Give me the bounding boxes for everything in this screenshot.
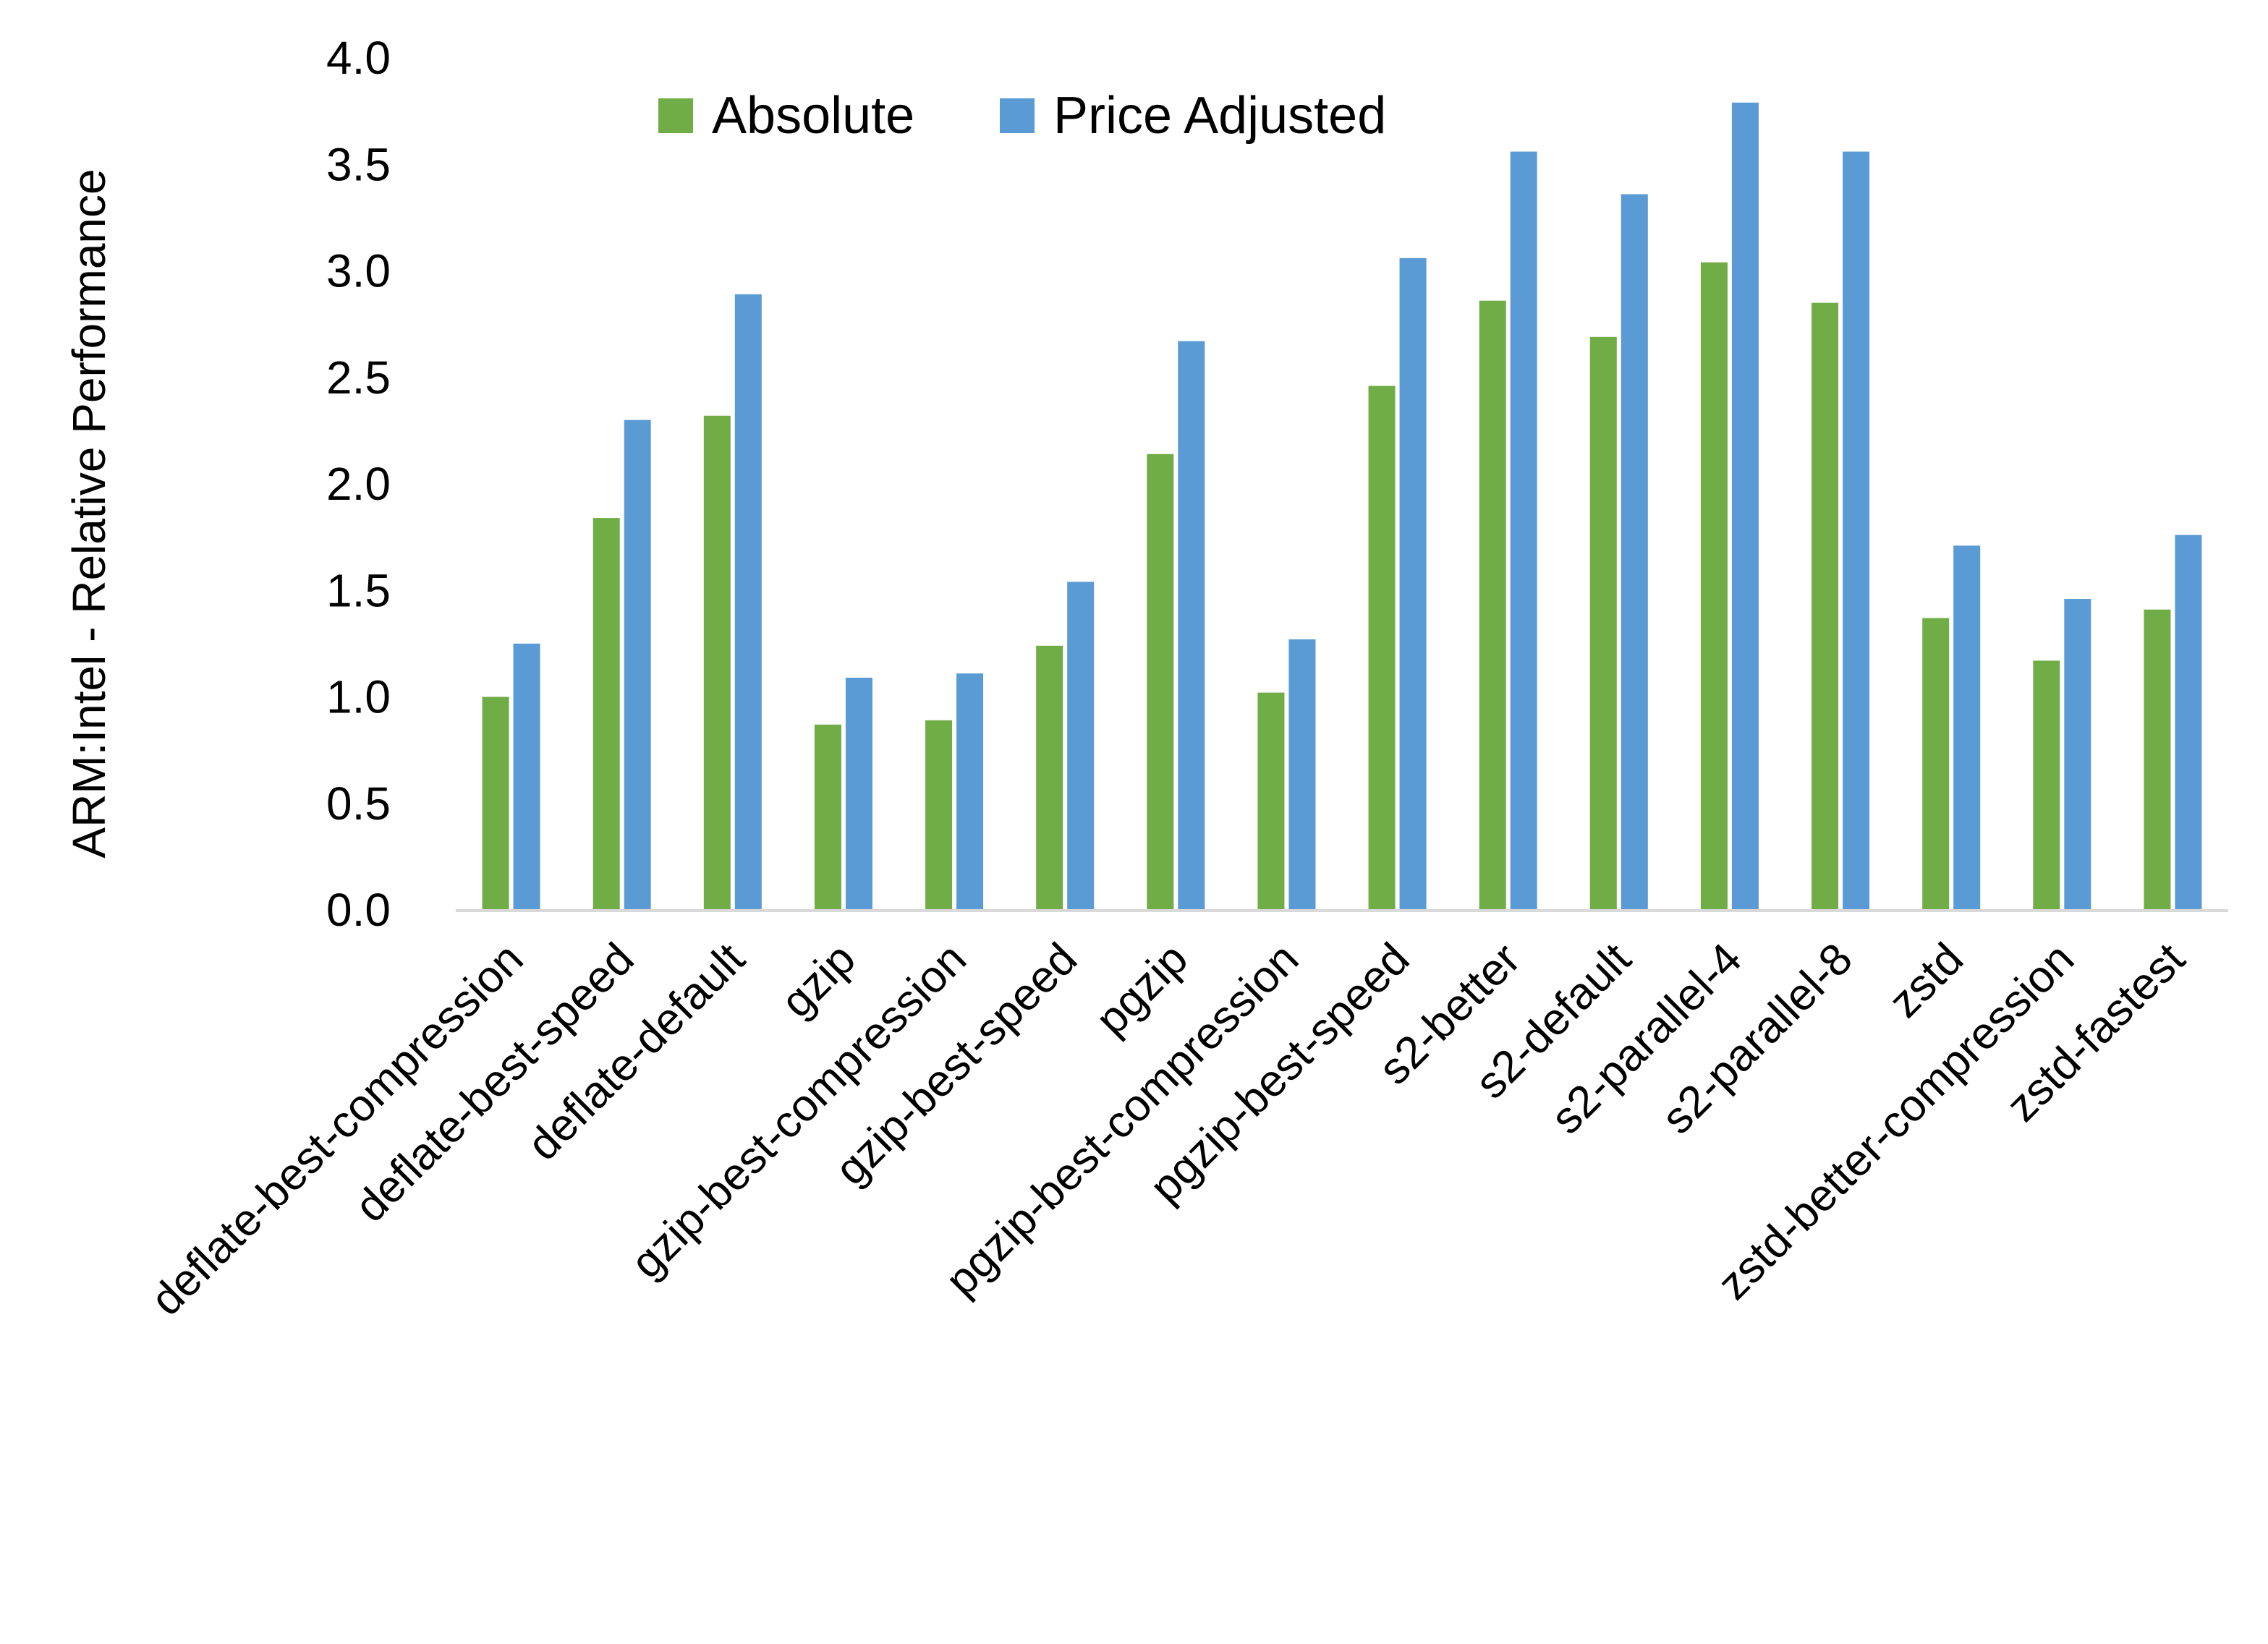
bar-price-adjusted bbox=[956, 673, 984, 910]
y-axis-ticks: 0.0 0.5 1.0 1.5 2.0 2.5 3.0 3.5 4.0 bbox=[326, 32, 391, 936]
y-tick-label: 0.0 bbox=[326, 884, 391, 936]
bar-price-adjusted bbox=[1843, 151, 1870, 911]
y-tick-label: 2.0 bbox=[326, 458, 391, 510]
x-axis-labels: deflate-best-compressiondeflate-best-spe… bbox=[141, 934, 2194, 1325]
bar-absolute bbox=[1147, 453, 1174, 910]
bar-price-adjusted bbox=[1510, 151, 1537, 911]
y-tick-label: 4.0 bbox=[326, 32, 391, 84]
bar-price-adjusted bbox=[1731, 102, 1759, 911]
bars bbox=[482, 102, 2202, 911]
bar-absolute bbox=[1589, 336, 1617, 910]
legend: Absolute Price Adjusted bbox=[658, 87, 1386, 145]
y-axis-title: ARM:Intel - Relative Performance bbox=[63, 169, 115, 858]
y-tick-label: 1.5 bbox=[326, 564, 391, 616]
bar-price-adjusted bbox=[1178, 341, 1205, 910]
bar-absolute bbox=[1812, 302, 1839, 910]
bar-absolute bbox=[1700, 262, 1728, 911]
bar-absolute bbox=[1922, 618, 1950, 910]
bar-absolute bbox=[1479, 300, 1506, 911]
bar-absolute bbox=[2033, 660, 2060, 910]
legend-swatch bbox=[1000, 98, 1035, 133]
bar-absolute bbox=[814, 724, 841, 910]
bar-price-adjusted bbox=[845, 677, 872, 910]
bar-absolute bbox=[2144, 609, 2171, 910]
bar-price-adjusted bbox=[2175, 534, 2202, 910]
y-tick-label: 2.5 bbox=[326, 352, 391, 404]
x-tick-label: gzip bbox=[772, 934, 865, 1027]
x-tick-label: zstd bbox=[1880, 934, 1973, 1027]
y-tick-label: 3.0 bbox=[326, 245, 391, 297]
y-tick-label: 1.0 bbox=[326, 671, 391, 723]
bar-price-adjusted bbox=[1288, 639, 1316, 910]
legend-label: Price Adjusted bbox=[1053, 87, 1386, 145]
y-tick-label: 3.5 bbox=[326, 138, 391, 190]
bar-absolute bbox=[1368, 386, 1396, 910]
legend-item: Price Adjusted bbox=[1000, 87, 1386, 145]
bar-price-adjusted bbox=[1621, 194, 1648, 911]
bar-absolute bbox=[925, 720, 953, 910]
bar-price-adjusted bbox=[624, 419, 651, 910]
bar-absolute bbox=[482, 697, 509, 910]
bar-absolute bbox=[703, 415, 731, 910]
legend-item: Absolute bbox=[658, 87, 914, 145]
bar-absolute bbox=[593, 518, 620, 910]
bar-price-adjusted bbox=[734, 294, 762, 910]
bar-price-adjusted bbox=[1953, 545, 1981, 910]
bar-price-adjusted bbox=[1067, 582, 1095, 910]
y-tick-label: 0.5 bbox=[326, 778, 391, 830]
legend-swatch bbox=[658, 98, 693, 133]
bar-price-adjusted bbox=[513, 643, 540, 910]
legend-label: Absolute bbox=[712, 87, 914, 145]
bar-absolute bbox=[1257, 692, 1285, 910]
bar-absolute bbox=[1036, 645, 1063, 910]
bar-price-adjusted bbox=[1399, 257, 1427, 911]
bar-price-adjusted bbox=[2064, 599, 2091, 910]
